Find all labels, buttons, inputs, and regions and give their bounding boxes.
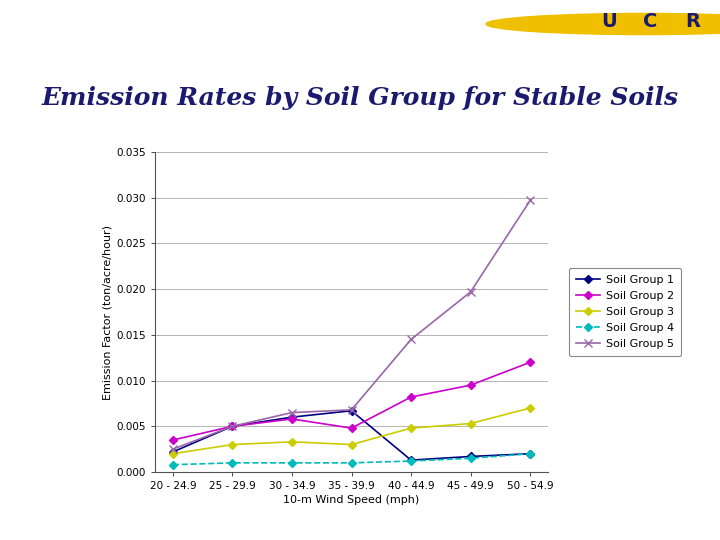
Circle shape [486,14,720,35]
Soil Group 3 [228,441,237,448]
Soil Group 1 [228,423,237,429]
Soil Group 5 [228,423,237,429]
Text: Emission Rates by Soil Group for Stable Soils: Emission Rates by Soil Group for Stable … [42,86,678,110]
Soil Group 2 [467,382,475,388]
Soil Group 3 [526,405,534,411]
Soil Group 4 [526,450,534,457]
Soil Group 3 [407,425,415,431]
Soil Group 1 [168,449,177,455]
Soil Group 2 [526,359,534,366]
Line: Soil Group 4: Soil Group 4 [170,451,533,468]
Line: Soil Group 5: Soil Group 5 [168,197,534,453]
Soil Group 3 [467,420,475,427]
Soil Group 1 [347,408,356,414]
Soil Group 3 [287,438,296,445]
Soil Group 1 [467,453,475,460]
Soil Group 2 [347,425,356,431]
Line: Soil Group 1: Soil Group 1 [170,408,533,463]
Soil Group 5 [287,409,296,416]
Soil Group 1 [526,450,534,457]
Line: Soil Group 2: Soil Group 2 [170,360,533,443]
Soil Group 4 [407,458,415,464]
Text: C: C [643,12,657,31]
Soil Group 5 [407,336,415,343]
X-axis label: 10-m Wind Speed (mph): 10-m Wind Speed (mph) [284,495,420,505]
Text: U: U [601,12,617,31]
Soil Group 2 [407,394,415,400]
Soil Group 5 [347,407,356,413]
Soil Group 2 [168,437,177,443]
FancyBboxPatch shape [590,4,713,44]
Soil Group 1 [287,414,296,420]
Soil Group 3 [168,450,177,457]
Text: R: R [685,12,701,31]
Line: Soil Group 3: Soil Group 3 [170,405,533,456]
Soil Group 4 [168,462,177,468]
Soil Group 4 [287,460,296,466]
Soil Group 5 [526,197,534,204]
Legend: Soil Group 1, Soil Group 2, Soil Group 3, Soil Group 4, Soil Group 5: Soil Group 1, Soil Group 2, Soil Group 3… [570,268,680,356]
Soil Group 4 [347,460,356,466]
Text: E N V I R O N: E N V I R O N [18,11,127,26]
Soil Group 5 [168,446,177,453]
Soil Group 1 [407,457,415,463]
Y-axis label: Emission Factor (ton/acre/hour): Emission Factor (ton/acre/hour) [102,225,112,400]
Soil Group 2 [287,416,296,422]
Soil Group 4 [228,460,237,466]
Soil Group 3 [347,441,356,448]
Soil Group 2 [228,423,237,429]
Soil Group 4 [467,455,475,462]
Soil Group 5 [467,289,475,295]
